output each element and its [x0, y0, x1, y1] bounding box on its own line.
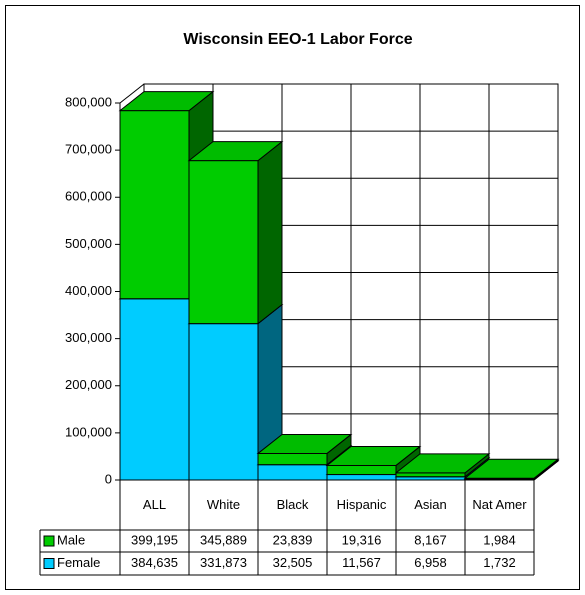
bar-top [394, 453, 491, 474]
table-value: 345,889 [200, 532, 247, 547]
legend-swatch [43, 535, 55, 547]
bar-front [119, 298, 190, 481]
table-value: 6,958 [414, 555, 447, 570]
x-tick-label: Asian [414, 497, 447, 512]
y-tick-label: 700,000 [65, 142, 112, 157]
table-value: 1,984 [483, 532, 516, 547]
y-tick-label: 0 [105, 471, 112, 486]
y-tick-label: 200,000 [65, 377, 112, 392]
table-value: 1,732 [483, 555, 516, 570]
bar-front [257, 464, 328, 481]
table-value: 384,635 [131, 555, 178, 570]
bar-side [257, 140, 283, 325]
y-tick-label: 800,000 [65, 94, 112, 109]
y-tick-label: 500,000 [65, 236, 112, 251]
bar-front [188, 323, 259, 481]
bar-top [118, 91, 215, 112]
bar-top [325, 445, 422, 466]
bar-front [188, 160, 259, 325]
y-tick-label: 300,000 [65, 330, 112, 345]
bar-top [187, 141, 284, 162]
x-tick-label: Nat Amer [472, 497, 527, 512]
y-tick-label: 100,000 [65, 424, 112, 439]
table-value: 32,505 [273, 555, 313, 570]
x-tick-label: Hispanic [336, 497, 387, 512]
bar-front [326, 474, 397, 481]
table-value: 23,839 [273, 532, 313, 547]
legend-label: Female [57, 555, 100, 570]
bar-top [463, 458, 560, 479]
table-value: 399,195 [131, 532, 178, 547]
left-wall-edge [119, 83, 145, 104]
bar-front [257, 452, 328, 466]
table-value: 11,567 [342, 555, 381, 570]
legend-label: Male [57, 532, 85, 547]
table-value: 331,873 [200, 555, 247, 570]
y-tick-label: 400,000 [65, 283, 112, 298]
y-tick-label: 600,000 [65, 189, 112, 204]
bar-front [395, 472, 466, 478]
table-value: 19,316 [342, 532, 382, 547]
table-value: 8,167 [414, 532, 447, 547]
x-tick-label: ALL [142, 497, 167, 512]
legend-swatch [43, 558, 55, 569]
bar-front [326, 464, 397, 476]
x-tick-label: Black [276, 497, 309, 512]
x-tick-label: White [206, 497, 241, 512]
chart-title: Wisconsin EEO-1 Labor Force [183, 31, 412, 48]
bar-top [256, 433, 353, 454]
bar-front [119, 110, 190, 300]
